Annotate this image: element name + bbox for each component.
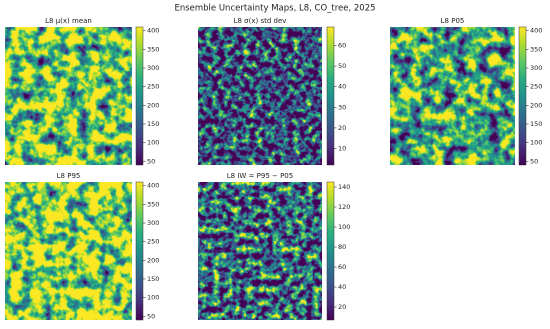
colorbar-tick-label: 50 bbox=[338, 62, 346, 70]
colorbar-tick-label: 80 bbox=[338, 243, 346, 251]
colorbar-tick-label: 350 bbox=[530, 45, 542, 53]
colorbar bbox=[326, 181, 335, 321]
colorbar bbox=[326, 26, 335, 166]
colorbar-tick-label: 350 bbox=[147, 45, 159, 53]
colorbar-tick-label: 20 bbox=[338, 303, 346, 311]
heatmap-image bbox=[390, 27, 515, 165]
colorbar-tick-label: 250 bbox=[147, 83, 159, 91]
colorbar-tick-label: 300 bbox=[147, 64, 159, 72]
colorbar-tick-label: 350 bbox=[147, 200, 159, 208]
colorbar-tick-label: 400 bbox=[147, 27, 159, 35]
heatmap-image bbox=[5, 182, 132, 320]
colorbar-tick-label: 100 bbox=[530, 139, 542, 147]
colorbar-tick-label: 150 bbox=[530, 120, 542, 128]
colorbar bbox=[135, 181, 144, 321]
colorbar-tick-label: 50 bbox=[147, 157, 155, 165]
colorbar-tick-label: 150 bbox=[147, 120, 159, 128]
figure-title: Ensemble Uncertainty Maps, L8, CO_tree, … bbox=[174, 4, 375, 14]
colorbar-tick-label: 250 bbox=[530, 83, 542, 91]
colorbar bbox=[518, 26, 527, 166]
colorbar-tick-label: 200 bbox=[147, 101, 159, 109]
colorbar bbox=[135, 26, 144, 166]
colorbar-tick-label: 120 bbox=[338, 203, 350, 211]
colorbar-tick-label: 40 bbox=[338, 83, 346, 91]
colorbar-tick-label: 400 bbox=[147, 182, 159, 190]
colorbar-tick-label: 400 bbox=[530, 27, 542, 35]
colorbar-tick-label: 200 bbox=[530, 101, 542, 109]
colorbar-tick-label: 200 bbox=[147, 256, 159, 264]
panel-title: L8 P05 bbox=[441, 17, 465, 25]
heatmap-image bbox=[198, 27, 322, 165]
colorbar-tick-label: 100 bbox=[147, 139, 159, 147]
colorbar-tick-label: 100 bbox=[147, 294, 159, 302]
heatmap-image bbox=[198, 182, 322, 320]
heatmap-image bbox=[5, 27, 132, 165]
colorbar-tick-label: 140 bbox=[338, 183, 350, 191]
colorbar-tick-label: 250 bbox=[147, 238, 159, 246]
panel-title: L8 P95 bbox=[57, 172, 81, 180]
colorbar-tick-label: 300 bbox=[147, 219, 159, 227]
colorbar-tick-label: 30 bbox=[338, 103, 346, 111]
colorbar-tick-label: 50 bbox=[530, 157, 538, 165]
colorbar-tick-label: 60 bbox=[338, 42, 346, 50]
colorbar-tick-label: 10 bbox=[338, 145, 346, 153]
colorbar-tick-label: 20 bbox=[338, 124, 346, 132]
panel-title: L8 σ(x) std dev bbox=[234, 17, 287, 25]
colorbar-tick-label: 40 bbox=[338, 283, 346, 291]
colorbar-tick-label: 60 bbox=[338, 263, 346, 271]
colorbar-tick-label: 150 bbox=[147, 275, 159, 283]
panel-title: L8 μ(x) mean bbox=[45, 17, 92, 25]
panel-title: L8 IW = P95 − P05 bbox=[227, 172, 293, 180]
colorbar-tick-label: 300 bbox=[530, 64, 542, 72]
colorbar-tick-label: 50 bbox=[147, 312, 155, 320]
colorbar-tick-label: 100 bbox=[338, 223, 350, 231]
